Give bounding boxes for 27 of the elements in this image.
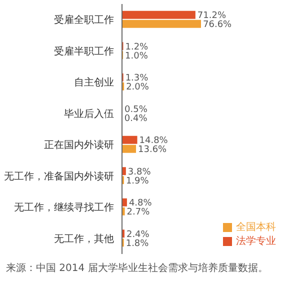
data-label: 71.2% [197,11,226,22]
data-label: 2.4% [126,230,150,240]
data-label: 4.8% [128,198,152,209]
data-label: 1.9% [126,176,150,186]
y-tick-label: 正在国内外读研 [44,139,114,152]
y-tick-label: 受雇半职工作 [54,45,114,58]
y-tick-label: 毕业后入伍 [64,108,114,120]
y-tick-label: 无工作，准备国内外读研 [4,170,114,182]
data-label: 76.6% [203,20,232,30]
data-label: 3.8% [128,167,152,178]
y-tick-label: 自主创业 [74,76,114,89]
data-label: 2.7% [126,208,150,218]
y-tick-label: 受雇全职工作 [54,14,114,26]
data-label: 1.8% [126,238,150,249]
data-label: 2.0% [126,82,150,93]
data-label: 0.4% [124,114,148,124]
y-tick-label: 无工作，继续寻找工作 [14,202,114,214]
data-label: 1.2% [125,42,149,52]
data-label: 1.0% [125,51,148,62]
y-tick-label: 无工作，其他 [54,232,114,245]
source-note: 来源：中国 2014 届大学毕业生社会需求与培养质量数据。 [6,262,269,276]
legend-label: 全国本科 [236,222,276,233]
data-label: 13.6% [138,145,168,156]
data-label: 1.3% [125,74,149,84]
data-label: 0.5% [124,104,148,115]
legend-label: 法学专业 [236,236,276,247]
data-label: 14.8% [139,136,168,146]
